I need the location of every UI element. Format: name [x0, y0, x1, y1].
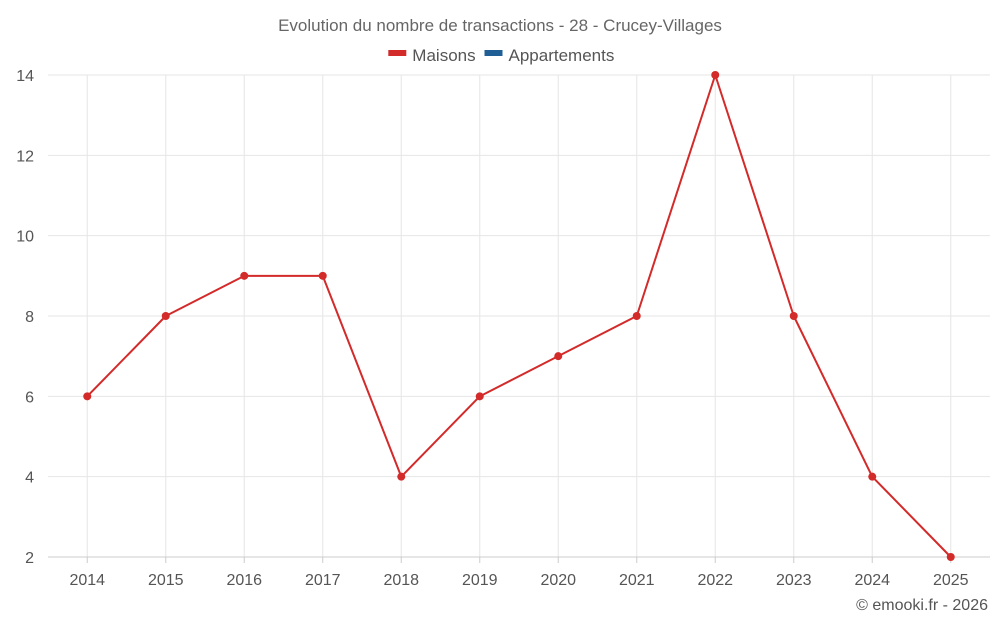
data-point[interactable] [475, 392, 484, 401]
x-tick-label: 2022 [697, 572, 733, 589]
x-tick-label: 2018 [383, 572, 419, 589]
x-tick-label: 2024 [854, 572, 890, 589]
x-axis-ticks: 2014 2015 2016 2017 2018 2019 2020 2021 2022 2023… [69, 572, 968, 589]
legend-label: Appartements [509, 46, 615, 65]
data-point[interactable] [946, 553, 955, 561]
series-line-maisons [86, 74, 952, 558]
data-point[interactable] [161, 312, 170, 320]
data-point[interactable] [554, 352, 563, 361]
data-point[interactable] [868, 472, 877, 481]
legend-swatch [388, 50, 407, 56]
y-tick-label: 12 [16, 148, 34, 165]
data-point[interactable] [318, 271, 327, 280]
data-point[interactable] [83, 392, 92, 401]
axes [48, 556, 990, 563]
credit-text: © emooki.fr - 2026 [856, 597, 988, 614]
series-group [83, 71, 955, 561]
data-point[interactable] [789, 312, 798, 320]
data-point[interactable] [397, 472, 406, 481]
chart-title: Evolution du nombre de transactions - 28… [278, 16, 722, 35]
data-point[interactable] [632, 312, 641, 320]
data-point[interactable] [711, 71, 720, 79]
y-tick-label: 10 [16, 229, 34, 246]
legend: Maisons Appartements [388, 46, 614, 65]
y-tick-label: 6 [25, 389, 34, 406]
x-tick-label: 2014 [69, 572, 105, 589]
x-tick-label: 2023 [776, 572, 812, 589]
grid [48, 74, 990, 557]
y-tick-label: 14 [16, 68, 34, 85]
legend-item-appartements[interactable]: Appartements [484, 46, 615, 65]
x-tick-label: 2020 [540, 572, 576, 589]
x-tick-label: 2025 [933, 572, 969, 589]
y-tick-label: 2 [25, 550, 34, 567]
x-tick-label: 2019 [462, 572, 498, 589]
x-tick-label: 2021 [619, 572, 655, 589]
legend-swatch [484, 50, 503, 56]
y-tick-label: 4 [25, 470, 34, 487]
y-axis-ticks: 2 4 6 8 10 12 14 [16, 68, 34, 567]
legend-label: Maisons [412, 46, 475, 65]
data-point[interactable] [240, 271, 249, 280]
y-tick-label: 8 [25, 309, 34, 326]
x-tick-label: 2017 [305, 572, 341, 589]
legend-item-maisons[interactable]: Maisons [388, 46, 476, 65]
x-tick-label: 2016 [226, 572, 262, 589]
x-tick-label: 2015 [148, 572, 184, 589]
